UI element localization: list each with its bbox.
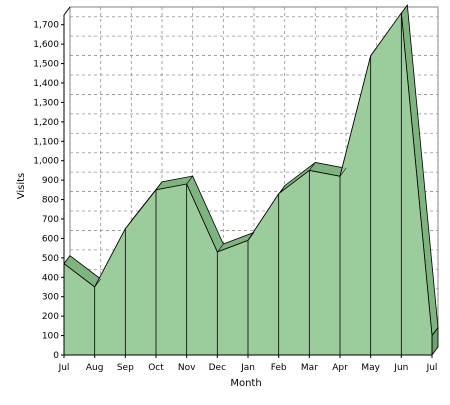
y-tick-label: 700: [42, 215, 59, 225]
x-tick-label: Jun: [393, 363, 408, 373]
ridge-edge: [247, 232, 255, 241]
y-tick-label: 1,000: [33, 157, 59, 167]
x-tick-label: Oct: [148, 363, 164, 373]
x-tick-label: Nov: [178, 363, 196, 373]
y-tick-label: 0: [53, 351, 59, 361]
y-tick-label: 1,200: [33, 118, 59, 128]
ridge-edge: [155, 181, 163, 191]
x-tick-label: Sep: [117, 363, 134, 373]
y-tick-label: 1,400: [33, 79, 59, 89]
y-tick-label: 1,600: [33, 40, 59, 50]
ridge-edge: [309, 162, 316, 171]
y-tick-label: 500: [42, 254, 59, 264]
ridge-edge: [339, 168, 347, 177]
x-tick-label: Apr: [332, 363, 348, 373]
ridge-edge: [278, 185, 285, 194]
x-tick-label: Jul: [426, 363, 438, 373]
x-tick-label: Aug: [86, 363, 104, 373]
x-tick-label: Mar: [301, 363, 318, 373]
y-tick-label: 400: [42, 273, 59, 283]
x-tick-label: May: [361, 363, 380, 373]
ridge-edge: [217, 243, 224, 253]
y-tick-label: 1,500: [33, 60, 59, 70]
x-tick-label: Feb: [271, 363, 287, 373]
y-tick-label: 1,300: [33, 98, 59, 108]
y-tick-label: 200: [42, 312, 59, 322]
y-axis-title: Visits: [16, 173, 27, 200]
ridge-edge: [401, 4, 408, 14]
y-tick-labels: 0 100 200 300 400 500 600 700 800 900 1,000 1,100 1,…: [33, 21, 59, 361]
x-tick-label: Jan: [240, 363, 255, 373]
x-tick-label: Dec: [209, 363, 226, 373]
y-tick-label: 800: [42, 196, 59, 206]
ridge-edge: [431, 327, 439, 336]
y-axis-depth-edge: [63, 6, 71, 16]
y-tick-label: 600: [42, 234, 59, 244]
y-tick-label: 1,700: [33, 21, 59, 31]
ridge-edge: [186, 175, 193, 185]
x-tick-labels: Jul Aug Sep Oct Nov Dec Jan Feb Mar Apr May Jun Jul: [58, 363, 438, 373]
axis-layer: [61, 6, 433, 358]
x-tick-label: Jul: [58, 363, 70, 373]
ridge-edge: [94, 278, 101, 288]
x-axis-title: Month: [230, 378, 261, 389]
area-layer: [63, 3, 439, 357]
ridge-edge: [370, 47, 377, 56]
y-tick-label: 300: [42, 293, 59, 303]
y-tick-label: 100: [42, 332, 59, 342]
ridge-edge: [63, 255, 71, 264]
ridge-edge: [125, 220, 132, 229]
y-tick-label: 1,100: [33, 137, 59, 147]
y-tick-label: 900: [42, 176, 59, 186]
